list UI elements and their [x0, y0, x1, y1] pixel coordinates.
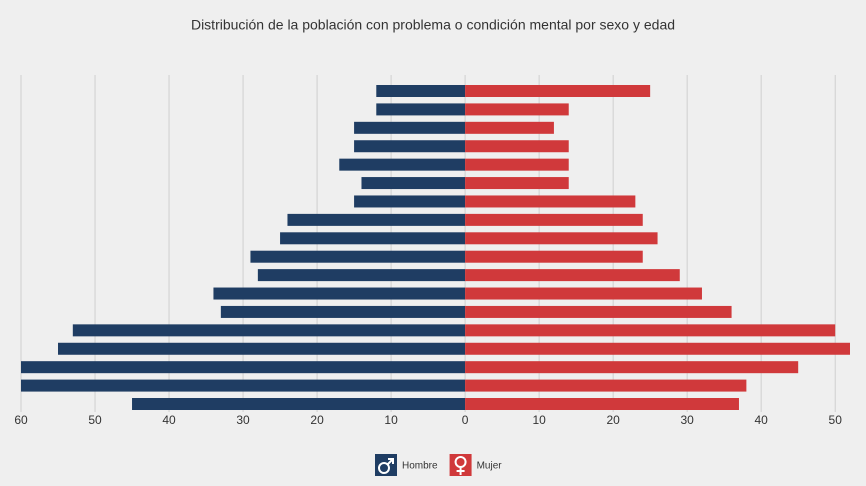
bar — [465, 361, 799, 374]
x-tick-label: 50 — [829, 413, 843, 427]
bar — [21, 379, 466, 392]
legend-swatch — [449, 454, 472, 476]
bar — [465, 85, 651, 97]
bar — [287, 213, 466, 226]
bar — [250, 250, 466, 263]
bar — [339, 158, 466, 171]
male-icon-arrow — [386, 458, 394, 466]
x-tick-label: 0 — [462, 413, 469, 427]
bar — [465, 232, 658, 245]
x-tick-label: 40 — [162, 413, 176, 427]
bar — [465, 213, 643, 226]
bar — [220, 305, 466, 318]
x-tick-label: 30 — [236, 413, 250, 427]
bar — [132, 398, 466, 410]
bar — [465, 158, 569, 171]
bar — [465, 195, 636, 208]
bar — [213, 287, 466, 300]
x-tick-label: 30 — [680, 413, 694, 427]
bars — [21, 85, 850, 410]
x-tick-label: 10 — [532, 413, 546, 427]
bar — [465, 287, 702, 300]
male-icon — [378, 462, 390, 474]
bar — [257, 269, 466, 282]
bar — [465, 379, 747, 392]
bar — [361, 177, 466, 190]
chart-title: Distribución de la población con problem… — [191, 17, 675, 33]
female-icon-cross — [456, 467, 465, 475]
bar — [465, 250, 643, 263]
x-tick-label: 20 — [310, 413, 324, 427]
bar — [465, 177, 569, 190]
legend-label: Mujer — [477, 461, 503, 472]
x-tick-label: 10 — [384, 413, 398, 427]
legend: Hombre Mujer — [375, 454, 502, 476]
grid: 60 50 40 30 20 10 0 10 20 30 40 50 — [14, 75, 842, 427]
bar — [465, 103, 569, 116]
bar — [465, 140, 569, 153]
bar — [21, 361, 466, 374]
bar — [465, 269, 680, 282]
bar — [354, 121, 466, 134]
bar — [465, 121, 554, 134]
x-tick-label: 40 — [754, 413, 768, 427]
bar — [354, 140, 466, 153]
bar — [465, 324, 836, 337]
bar — [465, 342, 850, 355]
x-tick-label: 20 — [606, 413, 620, 427]
bar — [72, 324, 466, 337]
bar — [354, 195, 466, 208]
bar — [376, 103, 466, 116]
bar — [280, 232, 466, 245]
x-tick-label: 60 — [14, 413, 28, 427]
x-tick-label: 50 — [88, 413, 102, 427]
legend-label: Hombre — [402, 461, 438, 472]
bar — [465, 398, 739, 410]
bar — [58, 342, 466, 355]
bar — [465, 305, 732, 318]
bar — [376, 85, 466, 97]
